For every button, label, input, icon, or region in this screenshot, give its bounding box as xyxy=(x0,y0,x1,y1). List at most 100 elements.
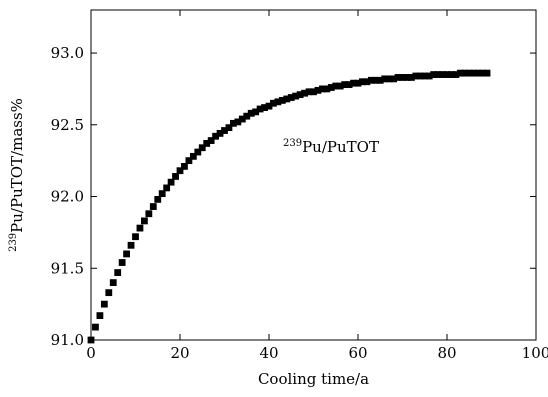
data-point xyxy=(270,99,277,107)
data-point xyxy=(265,102,273,110)
plot-frame xyxy=(90,9,537,341)
data-point xyxy=(372,76,380,84)
data-point xyxy=(105,289,113,297)
data-point xyxy=(149,203,157,210)
y-tick-label: 92.5 xyxy=(51,116,84,134)
data-point xyxy=(100,300,108,308)
data-point xyxy=(394,74,402,81)
data-point xyxy=(350,79,357,87)
data-point xyxy=(319,85,326,93)
data-point xyxy=(176,167,184,175)
data-point xyxy=(261,104,268,111)
data-point xyxy=(456,69,464,77)
data-point xyxy=(301,89,308,97)
data-point xyxy=(185,157,193,165)
data-point xyxy=(247,109,255,117)
data-point xyxy=(465,69,473,77)
data-point xyxy=(252,108,260,116)
y-axis-title-sup: 239 xyxy=(8,233,19,252)
data-point xyxy=(243,112,251,120)
y-tick-label: 91.0 xyxy=(51,331,84,349)
data-point xyxy=(274,98,282,106)
data-point xyxy=(296,91,304,99)
data-point xyxy=(225,124,233,132)
data-point xyxy=(283,95,291,103)
data-point xyxy=(385,75,393,83)
y-tick-label: 91.5 xyxy=(51,259,84,277)
data-point xyxy=(96,312,104,320)
data-point xyxy=(341,81,349,89)
x-tick-label: 20 xyxy=(170,344,189,362)
x-tick-label: 40 xyxy=(259,344,278,362)
x-axis-title: Cooling time/a xyxy=(258,370,369,388)
data-point xyxy=(194,148,202,156)
data-point xyxy=(403,74,411,81)
data-point xyxy=(118,259,126,266)
data-point xyxy=(434,71,442,78)
data-point xyxy=(87,336,95,344)
series-annotation-sup: 239 xyxy=(283,138,302,149)
data-point xyxy=(376,76,384,84)
data-point xyxy=(367,76,375,84)
data-point xyxy=(167,178,175,186)
series-annotation-text: Pu/PuTOT xyxy=(302,138,379,156)
data-point xyxy=(216,129,224,137)
data-point xyxy=(278,96,286,104)
data-point xyxy=(336,82,344,90)
y-axis-title: 239Pu/PuTOT/mass% xyxy=(8,98,26,252)
data-point xyxy=(430,71,438,78)
y-tick-label: 93.0 xyxy=(51,44,84,62)
data-point xyxy=(452,71,460,78)
data-point xyxy=(390,75,397,83)
data-point xyxy=(172,173,179,180)
data-point xyxy=(221,127,228,134)
data-point xyxy=(207,137,215,144)
data-point xyxy=(359,78,366,86)
data-point xyxy=(132,233,139,241)
data-point xyxy=(145,210,153,218)
y-axis-title-text: Pu/PuTOT/mass% xyxy=(8,98,26,233)
data-point xyxy=(314,86,322,94)
data-point xyxy=(474,69,482,77)
data-point xyxy=(448,71,455,78)
data-point xyxy=(92,323,99,331)
y-axis-ticks: 91.0 91.5 92.0 92.5 93.0 xyxy=(51,44,536,349)
series-annotation: 239Pu/PuTOT xyxy=(283,138,379,156)
data-point xyxy=(198,144,206,152)
x-tick-label: 0 xyxy=(86,344,96,362)
data-point xyxy=(136,224,144,232)
data-point xyxy=(292,92,300,100)
data-point xyxy=(363,78,371,86)
data-point xyxy=(354,79,362,87)
y-tick-label: 92.0 xyxy=(51,188,84,206)
data-point xyxy=(439,71,446,78)
data-point xyxy=(123,250,130,258)
data-point xyxy=(158,190,166,198)
data-points xyxy=(87,69,491,344)
x-tick-label: 80 xyxy=(437,344,456,362)
x-axis-ticks: 0 20 40 60 80 100 xyxy=(86,10,548,362)
data-point xyxy=(332,82,340,90)
data-point xyxy=(230,119,237,127)
data-point xyxy=(345,81,353,89)
data-point xyxy=(127,241,135,249)
data-point xyxy=(461,69,469,77)
data-point xyxy=(381,75,389,83)
data-point xyxy=(109,279,117,287)
data-point xyxy=(141,217,148,225)
x-tick-label: 60 xyxy=(348,344,367,362)
data-point xyxy=(189,152,197,160)
data-point xyxy=(238,115,246,123)
data-point xyxy=(323,85,331,93)
data-point xyxy=(234,118,242,126)
data-point xyxy=(154,195,162,203)
data-point xyxy=(399,74,406,81)
data-point xyxy=(421,72,429,80)
data-point xyxy=(181,162,188,170)
data-point xyxy=(470,69,478,77)
data-point xyxy=(305,88,313,96)
data-point xyxy=(416,72,424,80)
data-point xyxy=(256,105,264,113)
